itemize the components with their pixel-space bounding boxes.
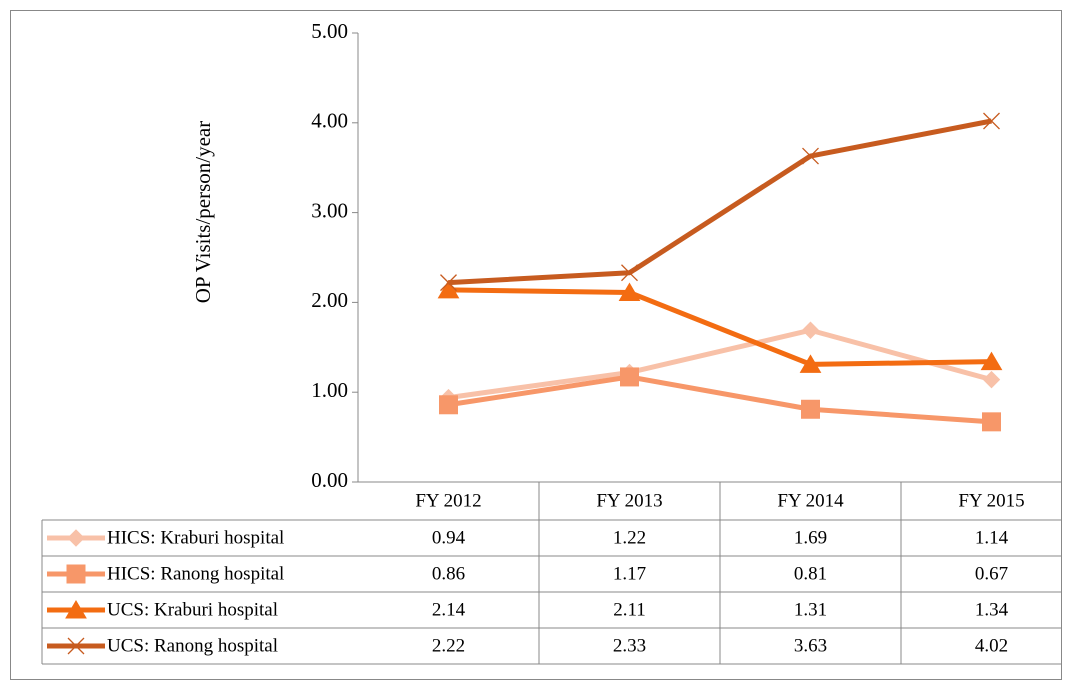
legend-label: UCS: Ranong hospital (107, 635, 278, 656)
marker (618, 282, 641, 302)
y-tick-label: 0.00 (311, 468, 348, 492)
y-tick-label: 1.00 (311, 378, 348, 402)
table-cell: 1.17 (613, 563, 646, 584)
series-line (448, 287, 992, 367)
marker (801, 399, 820, 419)
table-cell: 2.14 (432, 599, 466, 620)
marker (66, 564, 86, 584)
marker (439, 395, 458, 415)
table-cell: 0.67 (975, 563, 1008, 584)
marker (65, 600, 87, 619)
table-cell: 1.31 (794, 599, 827, 620)
x-tick-label: FY 2013 (596, 490, 662, 511)
legend-label: HICS: Ranong hospital (107, 563, 284, 584)
series-line (448, 327, 993, 401)
marker (621, 264, 638, 282)
legend-label: HICS: Kraburi hospital (107, 527, 284, 548)
x-tick-label: FY 2015 (958, 490, 1024, 511)
marker (437, 279, 460, 299)
table-cell: 1.22 (613, 527, 646, 548)
table-cell: 3.63 (794, 635, 827, 656)
marker (980, 351, 1003, 371)
legend-label: UCS: Kraburi hospital (107, 599, 278, 620)
table-cell: 2.33 (613, 635, 646, 656)
marker (440, 274, 457, 292)
marker (620, 367, 639, 387)
series-line (448, 118, 992, 286)
series-line (448, 374, 992, 425)
marker (67, 637, 85, 655)
y-tick-label: 3.00 (311, 198, 348, 222)
y-tick-label: 2.00 (311, 288, 348, 312)
marker (799, 354, 822, 373)
y-axis-label: OP Visits/person/year (191, 121, 215, 303)
marker (802, 147, 819, 165)
table-cell: 0.94 (432, 527, 466, 548)
table-cell: 2.11 (613, 599, 646, 620)
table-cell: 1.69 (794, 527, 827, 548)
table-cell: 1.34 (975, 599, 1009, 620)
marker (801, 321, 820, 339)
y-tick-label: 5.00 (311, 19, 348, 43)
marker (982, 370, 1001, 389)
marker (982, 412, 1001, 432)
table-cell: 0.81 (794, 563, 827, 584)
table-cell: 4.02 (975, 635, 1008, 656)
y-tick-label: 4.00 (311, 109, 348, 133)
x-tick-label: FY 2014 (777, 490, 844, 511)
table-cell: 2.22 (432, 635, 465, 656)
table-cell: 0.86 (432, 563, 465, 584)
x-tick-label: FY 2012 (415, 490, 481, 511)
table-cell: 1.14 (975, 527, 1009, 548)
marker (67, 529, 85, 547)
marker (983, 112, 1000, 130)
